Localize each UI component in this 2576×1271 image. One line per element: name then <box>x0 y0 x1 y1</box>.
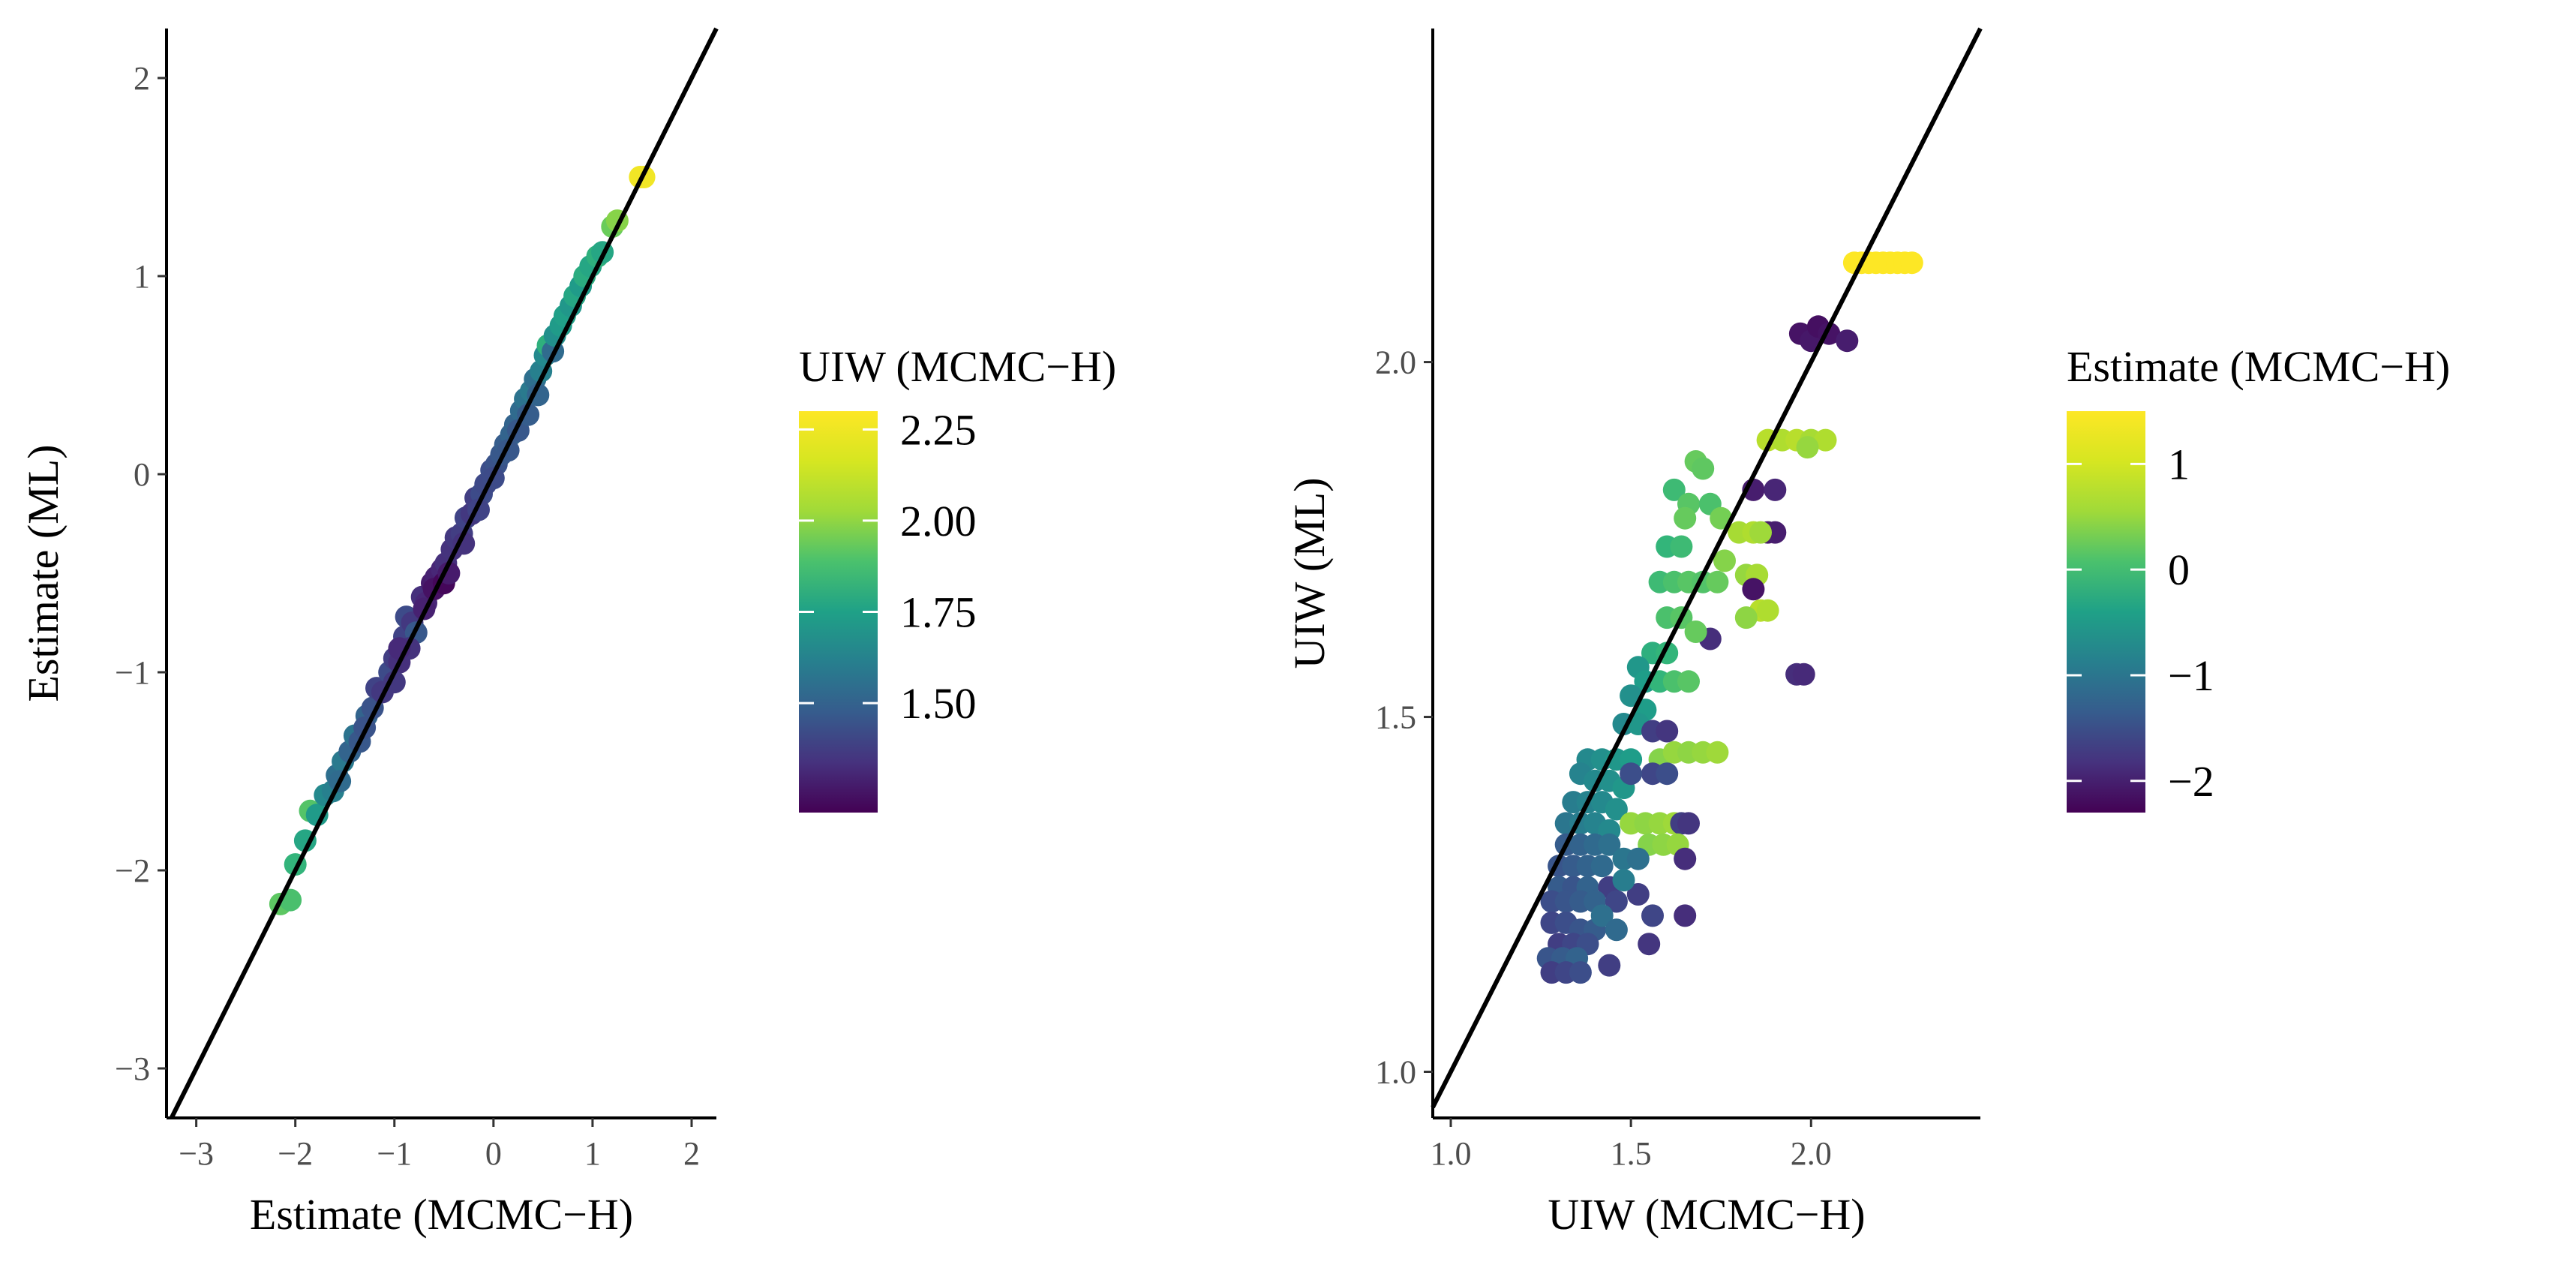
colorbar-tick-label: 1.50 <box>900 679 977 728</box>
left-y-axis-title: Estimate (ML) <box>19 444 68 702</box>
data-point <box>1626 847 1650 870</box>
right-identity-line <box>1431 27 1983 1109</box>
x-tick-label: 2 <box>683 1135 700 1172</box>
y-tick-label: 2 <box>134 60 150 97</box>
data-point <box>1626 883 1650 906</box>
x-tick-label: −2 <box>278 1135 313 1172</box>
y-tick-label: −1 <box>115 654 150 691</box>
data-point <box>1734 606 1758 629</box>
colorbar-tick-label: 1.75 <box>900 588 977 637</box>
data-point <box>1677 670 1700 693</box>
colorbar-tick-label: −1 <box>2168 651 2214 700</box>
left-x-ticks: −3 −2 −1 0 1 2 <box>179 1118 700 1172</box>
y-tick-label: −2 <box>115 852 150 889</box>
left-legend-title: UIW (MCMC−H) <box>799 342 1116 391</box>
data-point <box>1605 918 1628 942</box>
data-point <box>1620 762 1643 786</box>
data-point <box>1638 933 1661 956</box>
left-x-axis-title: Estimate (MCMC−H) <box>250 1190 633 1239</box>
data-point <box>1569 961 1592 984</box>
y-tick-label: 0 <box>134 456 150 493</box>
data-point <box>1713 549 1736 572</box>
x-tick-label: −3 <box>179 1135 214 1172</box>
right-colorbar-legend: Estimate (MCMC−H) −2 −1 0 1 <box>2067 342 2450 813</box>
right-y-ticks: 1.0 1.5 2.0 <box>1375 344 1433 1091</box>
colorbar-tick-label: −2 <box>2168 757 2214 806</box>
right-x-ticks: 1.0 1.5 2.0 <box>1431 1118 1832 1172</box>
colorbar-tick-label: 1 <box>2168 440 2190 488</box>
left-identity-line <box>169 27 719 1119</box>
left-panel: −3 −2 −1 0 1 2 −3 −2 −1 0 1 2 Estimate (MCMC−H) Es… <box>19 27 719 1239</box>
data-point <box>1814 428 1837 452</box>
data-point <box>1764 478 1787 501</box>
right-scatter-points <box>1536 251 1923 984</box>
data-point <box>1605 798 1628 821</box>
data-point <box>1674 904 1697 927</box>
y-tick-label: 1 <box>134 258 150 295</box>
y-tick-label: −3 <box>115 1050 150 1087</box>
right-panel: 1.0 1.5 2.0 1.0 1.5 2.0 UIW (MCMC−H) UIW (ML… <box>1285 27 1983 1239</box>
data-point <box>1656 720 1679 743</box>
data-point <box>1900 251 1923 275</box>
right-x-axis-title: UIW (MCMC−H) <box>1548 1190 1865 1239</box>
data-point <box>1656 762 1679 786</box>
data-point <box>1706 741 1729 764</box>
colorbar-tick-label: 2.25 <box>900 405 977 454</box>
left-y-ticks: −3 −2 −1 0 1 2 <box>115 60 167 1087</box>
right-y-axis-title: UIW (ML) <box>1285 477 1334 669</box>
right-legend-title: Estimate (MCMC−H) <box>2067 342 2450 391</box>
data-point <box>1641 904 1664 927</box>
colorbar-tick-label: 0 <box>2168 545 2190 594</box>
data-point <box>1670 535 1693 558</box>
data-point <box>1590 904 1614 927</box>
right-colorbar <box>2067 411 2145 813</box>
data-point <box>1836 329 1859 353</box>
colorbar-tick-label: 2.00 <box>900 497 977 545</box>
data-point <box>1612 869 1635 892</box>
data-point <box>1756 599 1779 622</box>
data-point <box>1674 506 1697 530</box>
x-tick-label: 0 <box>485 1135 502 1172</box>
data-point <box>1684 620 1707 643</box>
x-tick-label: −1 <box>377 1135 412 1172</box>
y-tick-label: 2.0 <box>1375 344 1416 381</box>
x-tick-label: 2.0 <box>1791 1135 1832 1172</box>
data-point <box>1662 478 1686 501</box>
data-point <box>1598 833 1621 856</box>
data-point <box>1692 457 1715 480</box>
data-point <box>1796 436 1819 459</box>
data-point <box>1677 812 1700 835</box>
data-point <box>1605 890 1628 913</box>
data-point <box>1749 521 1772 544</box>
data-point <box>1792 663 1815 686</box>
data-point <box>1742 578 1765 601</box>
data-point <box>1706 570 1729 593</box>
x-tick-label: 1.0 <box>1431 1135 1472 1172</box>
y-tick-label: 1.5 <box>1375 699 1416 736</box>
y-tick-label: 1.0 <box>1375 1054 1416 1091</box>
x-tick-label: 1.5 <box>1611 1135 1652 1172</box>
data-point <box>1598 954 1621 977</box>
left-colorbar-legend: UIW (MCMC−H) 1.50 1.75 2.00 2.25 <box>799 342 1116 813</box>
data-point <box>1590 855 1614 878</box>
right-colorbar-ticks: −2 −1 0 1 <box>2067 440 2214 806</box>
data-point <box>1674 847 1697 870</box>
left-colorbar-ticks: 1.50 1.75 2.00 2.25 <box>799 405 977 728</box>
x-tick-label: 1 <box>584 1135 601 1172</box>
